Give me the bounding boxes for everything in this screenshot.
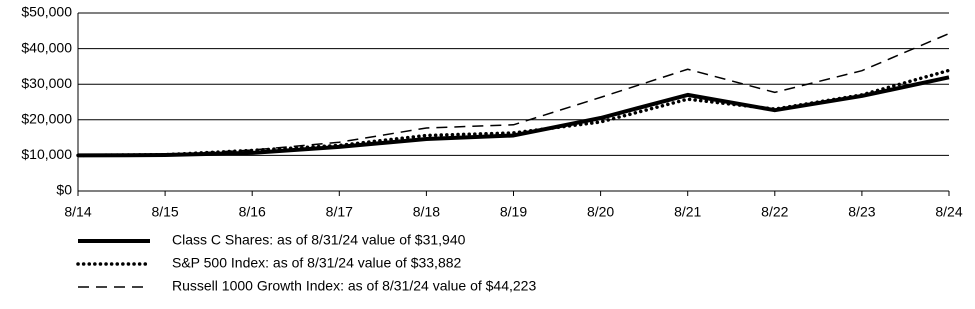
x-tick-label: 8/16 — [239, 204, 266, 220]
x-tick-label: 8/15 — [151, 204, 178, 220]
x-tick-label: 8/21 — [674, 204, 701, 220]
x-tick-label: 8/22 — [761, 204, 788, 220]
x-tick-label: 8/19 — [500, 204, 527, 220]
y-tick-label: $40,000 — [21, 39, 72, 55]
y-tick-label: $10,000 — [21, 146, 72, 162]
x-tick-label: 8/18 — [413, 204, 440, 220]
y-tick-label: $0 — [56, 182, 72, 198]
series-line — [77, 75, 950, 158]
x-tick-label: 8/23 — [848, 204, 875, 220]
legend-label: S&P 500 Index: as of 8/31/24 value of $3… — [172, 255, 462, 271]
x-tick-label: 8/17 — [326, 204, 353, 220]
x-tick-label: 8/14 — [64, 204, 91, 220]
legend-label: Russell 1000 Growth Index: as of 8/31/24… — [172, 278, 536, 294]
legend-label: Class C Shares: as of 8/31/24 value of $… — [172, 232, 466, 248]
y-tick-label: $50,000 — [21, 4, 72, 20]
y-tick-label: $20,000 — [21, 111, 72, 127]
x-tick-label: 8/24 — [935, 204, 962, 220]
series-line — [76, 68, 951, 158]
y-tick-label: $30,000 — [21, 75, 72, 91]
x-tick-label: 8/20 — [587, 204, 614, 220]
